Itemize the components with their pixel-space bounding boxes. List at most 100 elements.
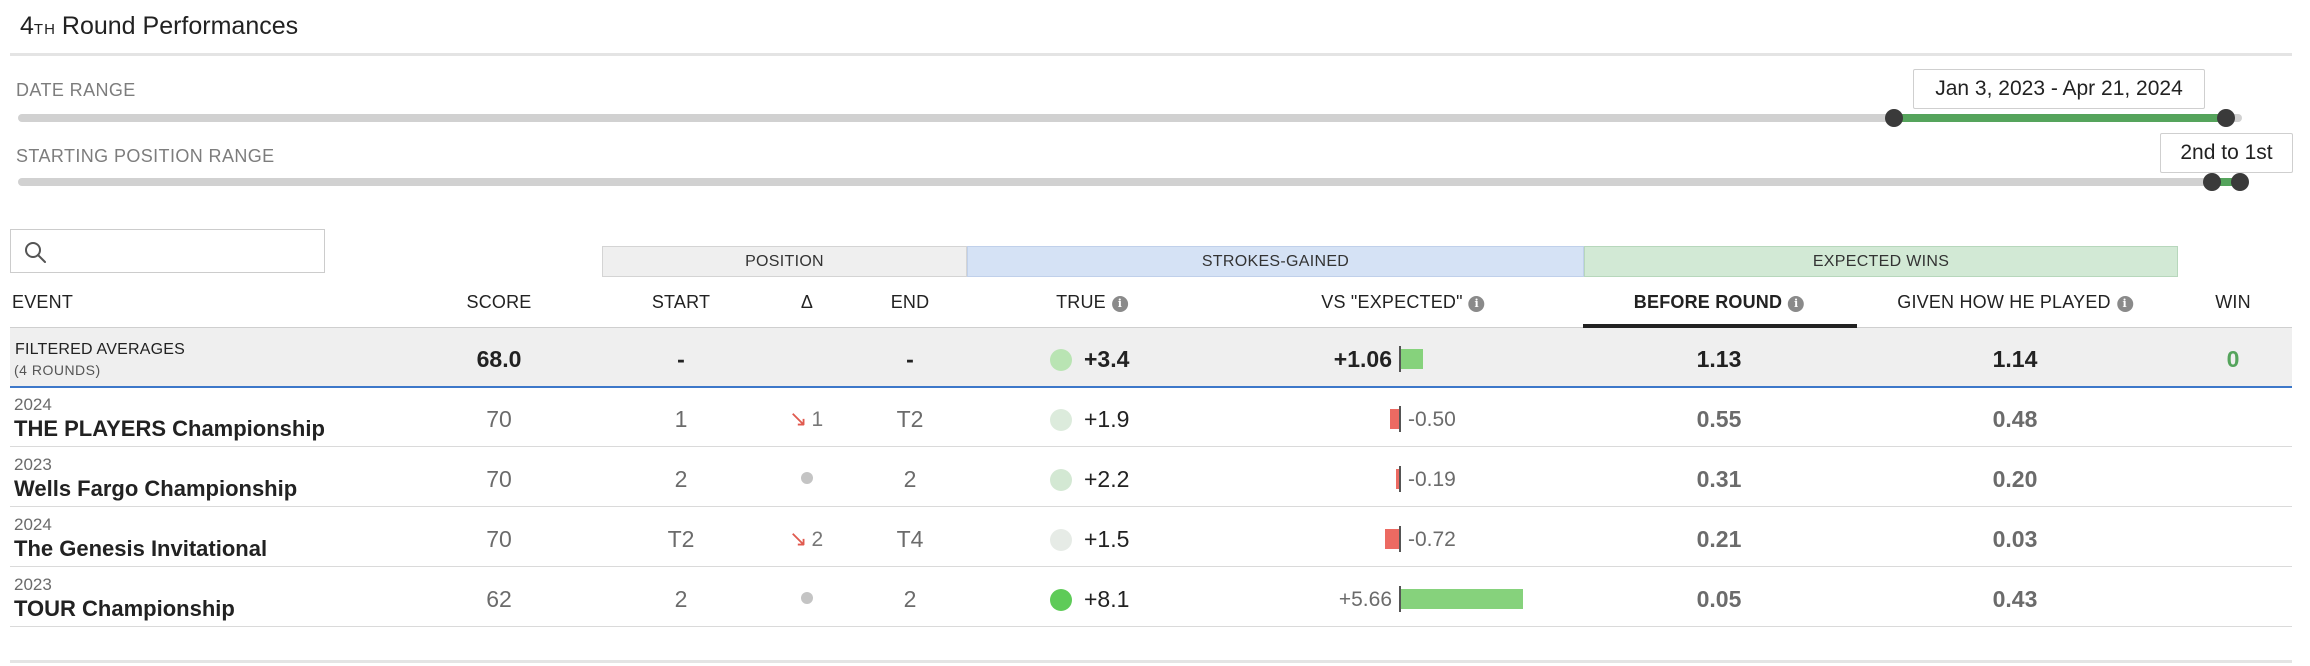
row-true-sg: +1.5 — [1084, 526, 1130, 552]
col-header-true[interactable]: TRUE i — [1056, 292, 1128, 313]
row-year: 2024 — [14, 515, 52, 534]
row-year: 2024 — [14, 395, 52, 414]
row-true-sg: +1.9 — [1084, 406, 1130, 432]
row-divider — [10, 566, 2292, 567]
col-header-score[interactable]: SCORE — [466, 292, 532, 312]
arrow-glyph: ↘ — [789, 526, 808, 551]
row-vs-expected: -0.72 — [1408, 528, 1456, 551]
row-vs-expected-axis — [1399, 406, 1401, 432]
col-header-given-label: GIVEN HOW HE PLAYED — [1897, 292, 2111, 312]
row-before-round: 0.21 — [1696, 526, 1742, 552]
row-end: 2 — [903, 466, 917, 492]
title-ordinal-suffix: TH — [33, 21, 56, 38]
row-vs-expected: -0.50 — [1408, 408, 1456, 431]
row-vs-expected: -0.19 — [1408, 468, 1456, 491]
starting-position-start-handle[interactable] — [2203, 173, 2221, 191]
starting-position-track[interactable] — [18, 178, 2242, 186]
row-score: 70 — [486, 466, 512, 492]
row-vs-expected: +5.66 — [1338, 588, 1392, 611]
position-change-down-icon: ↘ 2 — [789, 526, 823, 552]
row-event-link[interactable]: THE PLAYERS Championship — [14, 416, 325, 441]
row-score: 70 — [486, 406, 512, 432]
row-delta: 2 — [811, 528, 824, 551]
row-vs-expected-bar — [1396, 469, 1399, 489]
row-score: 70 — [486, 526, 512, 552]
group-strokes-gained: STROKES-GAINED — [967, 246, 1584, 277]
row-divider — [10, 626, 2292, 627]
avg-start: - — [677, 346, 685, 372]
col-header-vs-expected-label: VS "EXPECTED" — [1321, 292, 1463, 312]
col-header-event[interactable]: EVENT — [12, 292, 74, 312]
row-event-link[interactable]: Wells Fargo Championship — [14, 476, 298, 501]
row-given-how-he-played: 0.43 — [1992, 586, 2038, 612]
row-event-link[interactable]: The Genesis Invitational — [14, 536, 268, 561]
col-header-given-how-he-played[interactable]: GIVEN HOW HE PLAYED i — [1897, 292, 2133, 313]
row-start: 2 — [674, 586, 688, 612]
date-range-track[interactable] — [18, 114, 2242, 122]
averages-sublabel: (4 ROUNDS) — [14, 362, 101, 378]
no-change-icon — [801, 472, 813, 484]
starting-position-selected-fill — [2212, 178, 2240, 186]
col-header-before-round-label: BEFORE ROUND — [1633, 292, 1783, 312]
info-icon[interactable]: i — [1468, 296, 1485, 312]
col-header-true-label: TRUE — [1056, 292, 1106, 312]
row-start: T2 — [667, 526, 695, 552]
row-vs-expected-bar — [1390, 409, 1399, 429]
header-divider — [10, 327, 2292, 328]
avg-true-indicator — [1050, 349, 1072, 371]
row-true-indicator — [1050, 409, 1072, 431]
bottom-divider — [10, 660, 2292, 663]
row-end: T4 — [896, 526, 924, 552]
avg-vs-expected: +1.06 — [1333, 346, 1392, 372]
row-vs-expected-bar — [1385, 529, 1399, 549]
date-range-tooltip: Jan 3, 2023 - Apr 21, 2024 — [1913, 69, 2205, 109]
row-event-link[interactable]: TOUR Championship — [14, 596, 235, 621]
row-start: 2 — [674, 466, 688, 492]
avg-true-sg: +3.4 — [1084, 346, 1130, 372]
col-header-delta[interactable]: Δ — [800, 292, 814, 312]
row-true-sg: +8.1 — [1084, 586, 1130, 612]
arrow-glyph: ↘ — [789, 406, 808, 431]
avg-vs-expected-bar — [1401, 349, 1423, 369]
date-range-start-handle[interactable] — [1885, 109, 1903, 127]
sort-indicator — [1583, 324, 1857, 328]
row-score: 62 — [486, 586, 512, 612]
date-range-end-handle[interactable] — [2217, 109, 2235, 127]
date-range-selected-fill — [1893, 114, 2225, 122]
row-vs-expected-bar — [1401, 589, 1523, 609]
avg-before-round: 1.13 — [1696, 346, 1742, 372]
starting-position-tooltip: 2nd to 1st — [2160, 133, 2293, 173]
col-header-before-round[interactable]: BEFORE ROUND i — [1633, 292, 1805, 313]
group-position: POSITION — [602, 246, 967, 277]
starting-position-label: STARTING POSITION RANGE — [16, 146, 275, 166]
row-before-round: 0.55 — [1696, 406, 1742, 432]
row-true-indicator — [1050, 469, 1072, 491]
col-header-start[interactable]: START — [651, 292, 711, 312]
starting-position-end-handle[interactable] — [2231, 173, 2249, 191]
no-change-icon — [801, 592, 813, 604]
search-icon — [25, 242, 46, 263]
row-end: 2 — [903, 586, 917, 612]
row-given-how-he-played: 0.48 — [1992, 406, 2038, 432]
filtered-averages-row — [10, 328, 2292, 388]
row-start: 1 — [674, 406, 688, 432]
avg-given-how-he-played: 1.14 — [1992, 346, 2038, 372]
avg-win: 0 — [2226, 346, 2240, 372]
info-icon[interactable]: i — [2116, 296, 2133, 312]
col-header-vs-expected[interactable]: VS "EXPECTED" i — [1321, 292, 1485, 313]
col-header-end[interactable]: END — [890, 292, 930, 312]
info-icon[interactable]: i — [1788, 296, 1805, 312]
group-expected-wins: EXPECTED WINS — [1584, 246, 2178, 277]
row-delta: 1 — [811, 408, 824, 431]
info-icon[interactable]: i — [1111, 296, 1128, 312]
avg-vs-expected-axis — [1399, 346, 1401, 372]
col-header-win[interactable]: WIN — [2215, 292, 2251, 312]
row-before-round: 0.31 — [1696, 466, 1742, 492]
search-input[interactable] — [10, 229, 325, 273]
row-given-how-he-played: 0.03 — [1992, 526, 2038, 552]
position-change-down-icon: ↘ 1 — [789, 406, 823, 432]
row-year: 2023 — [14, 575, 52, 594]
row-given-how-he-played: 0.20 — [1992, 466, 2038, 492]
row-year: 2023 — [14, 455, 52, 474]
row-true-sg: +2.2 — [1084, 466, 1130, 492]
